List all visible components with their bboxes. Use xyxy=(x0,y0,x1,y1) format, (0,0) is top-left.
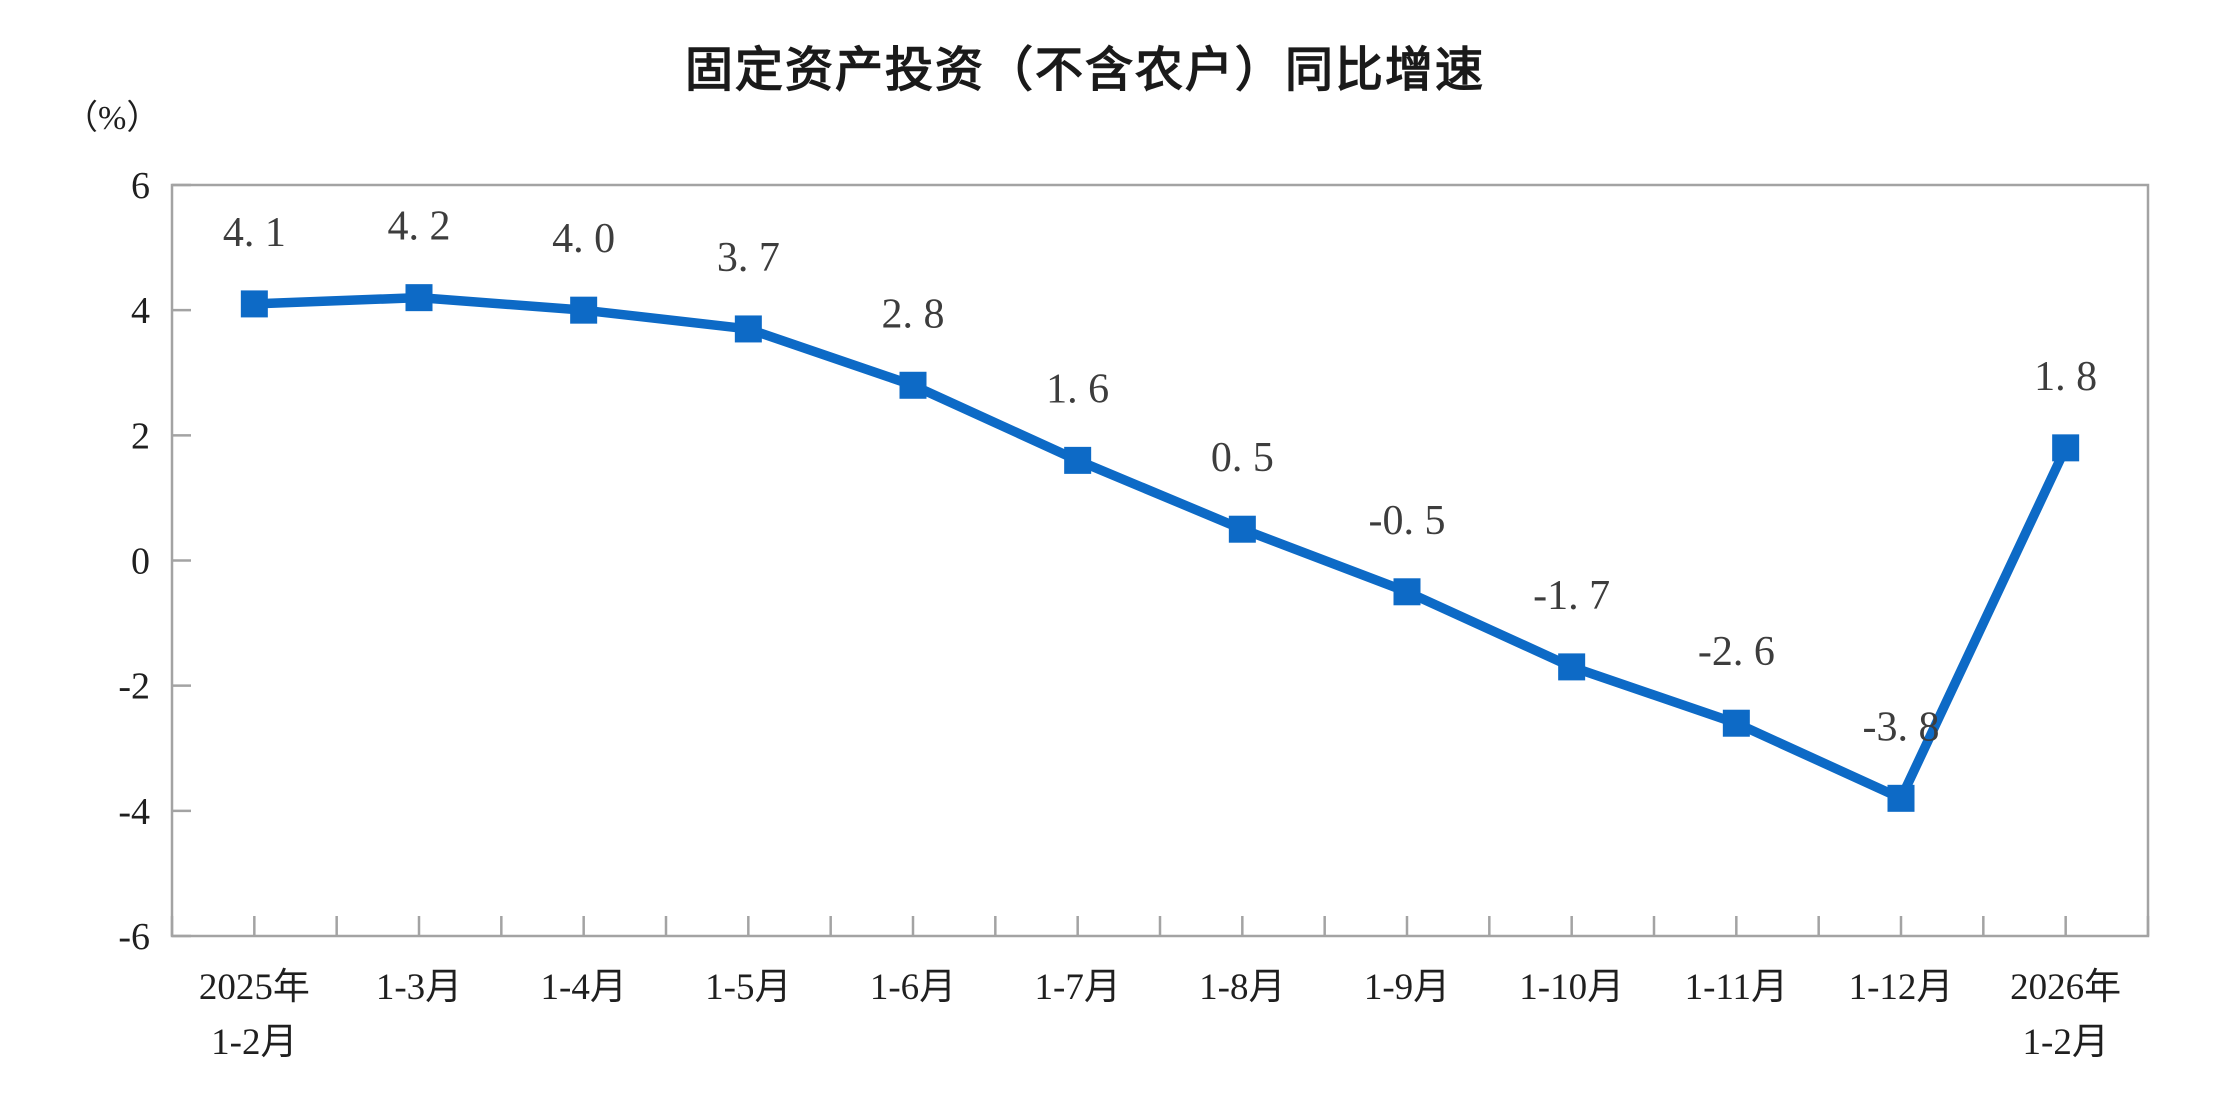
x-tick-label: 1-2月 xyxy=(2023,1022,2109,1063)
x-tick-label: 1-7月 xyxy=(1035,967,1121,1008)
data-point xyxy=(2052,434,2080,462)
y-tick-label: 2 xyxy=(131,415,150,457)
data-point-label: 1. 6 xyxy=(1046,366,1109,412)
x-tick-label: 1-8月 xyxy=(1199,967,1285,1008)
x-tick-label: 1-11月 xyxy=(1685,967,1788,1008)
y-tick-label: 4 xyxy=(131,290,150,332)
data-point-label: -0. 5 xyxy=(1369,498,1446,544)
x-tick-label: 1-12月 xyxy=(1849,967,1954,1008)
data-point xyxy=(734,315,762,343)
data-point-label: 0. 5 xyxy=(1211,435,1274,481)
x-tick-label: 1-5月 xyxy=(705,967,791,1008)
data-point-label: 1. 8 xyxy=(2034,354,2097,400)
data-point xyxy=(1558,653,1586,681)
y-tick-label: -2 xyxy=(118,666,150,708)
data-point-label: 3. 7 xyxy=(717,235,780,281)
x-tick-label: 1-6月 xyxy=(870,967,956,1008)
data-point-label: -1. 7 xyxy=(1533,573,1610,619)
data-point xyxy=(240,290,268,318)
trend-line xyxy=(249,292,2071,804)
x-tick-label: 2025年 xyxy=(199,966,310,1008)
data-point-label: 4. 0 xyxy=(552,216,615,262)
x-tick-label: 1-3月 xyxy=(376,967,462,1008)
data-point-label: 4. 1 xyxy=(223,210,286,256)
x-tick-label: 2026年 xyxy=(2010,966,2121,1008)
x-tick-label: 1-2月 xyxy=(211,1022,297,1063)
x-tick-label: 1-4月 xyxy=(541,967,627,1008)
data-point xyxy=(1393,578,1421,606)
data-point xyxy=(405,284,433,312)
y-tick-label: -6 xyxy=(118,916,150,958)
data-point xyxy=(1064,446,1092,474)
chart-title: 固定资产投资（不含农户）同比增速 xyxy=(684,42,1485,98)
y-tick-label: -4 xyxy=(118,791,150,833)
data-point xyxy=(570,296,598,324)
data-point xyxy=(1228,515,1256,543)
data-point xyxy=(1887,784,1915,812)
y-tick-label: 0 xyxy=(131,541,150,583)
data-point xyxy=(1722,709,1750,737)
x-tick-label: 1-9月 xyxy=(1364,967,1450,1008)
x-tick-label: 1-10月 xyxy=(1519,967,1624,1008)
data-point-label: 4. 2 xyxy=(388,204,451,250)
data-point xyxy=(899,371,927,399)
data-point-label: 2. 8 xyxy=(882,291,945,337)
y-tick-label: 6 xyxy=(131,165,150,207)
y-axis-unit-label: （%） xyxy=(64,100,161,137)
data-point-label: -2. 6 xyxy=(1698,629,1775,675)
data-point-label: -3. 8 xyxy=(1863,704,1940,750)
